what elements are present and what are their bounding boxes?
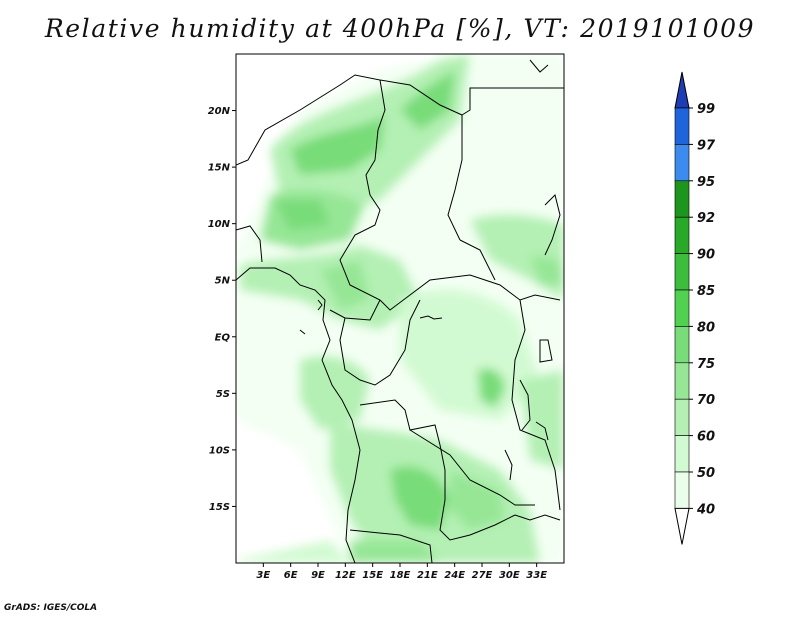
colorbar-segment: [674, 180, 690, 218]
lon-tick-label: 6E: [284, 570, 298, 581]
colorbar-label: 40: [696, 502, 715, 517]
colorbar-label: 90: [697, 248, 715, 263]
colorbar-label: 95: [697, 175, 715, 190]
colorbar-segment: [674, 362, 690, 400]
lon-tick-label: 30E: [499, 570, 520, 581]
lat-tick-label: 10N: [208, 219, 231, 230]
longitude-axis: 3E 6E 9E 12E 15E 18E 21E 24E 27E 30E 33E: [256, 563, 547, 581]
colorbar-label: 75: [697, 357, 715, 372]
colorbar-label: 60: [697, 430, 715, 445]
colorbar-label: 50: [697, 466, 715, 481]
grads-credit: GrADS: IGES/COLA: [4, 603, 98, 613]
colorbar-label: 99: [697, 102, 715, 117]
colorbar-label: 80: [697, 320, 715, 335]
lon-tick-label: 24E: [444, 570, 465, 581]
humidity-field: [236, 54, 564, 563]
colorbar-segment: [674, 398, 690, 436]
colorbar-segment: [674, 289, 690, 327]
lat-tick-label: 5S: [216, 389, 230, 400]
colorbar-segment: [674, 471, 690, 509]
lon-tick-label: 27E: [472, 570, 493, 581]
colorbar-label: 85: [697, 284, 715, 299]
colorbar-segment: [674, 435, 690, 473]
colorbar-segment: [674, 144, 690, 182]
lat-tick-label: 15S: [209, 502, 230, 513]
lat-tick-label: 10S: [209, 445, 230, 456]
colorbar-bottom-arrow: [674, 507, 690, 545]
lon-tick-label: 18E: [390, 570, 411, 581]
lon-tick-label: 3E: [256, 570, 270, 581]
lat-tick-label: 15N: [208, 163, 231, 174]
lat-tick-label: 5N: [215, 276, 231, 287]
lat-tick-label: EQ: [215, 332, 231, 343]
colorbar-segment: [674, 253, 690, 291]
lon-tick-label: 9E: [311, 570, 325, 581]
lon-tick-label: 33E: [526, 570, 547, 581]
lon-tick-label: 12E: [335, 570, 356, 581]
country-boundaries: [236, 59, 564, 563]
lat-tick-label: 20N: [208, 106, 231, 117]
map-title: Relative humidity at 400hPa [%], VT: 201…: [44, 14, 756, 43]
latitude-axis: 20N 15N 10N 5N EQ 5S 10S 15S: [208, 106, 236, 513]
colorbar-segment: [674, 326, 690, 364]
colorbar-label: 70: [697, 393, 715, 408]
lon-tick-label: 15E: [362, 570, 383, 581]
lon-tick-label: 21E: [417, 570, 438, 581]
colorbar-segment: [674, 216, 690, 254]
colorbar-segment: [674, 107, 690, 145]
colorbar-top-arrow: [674, 71, 690, 109]
colorbar: 99 97 95 92 90 85 80 75 70 60 50 40: [674, 71, 716, 545]
colorbar-label: 92: [697, 211, 715, 226]
colorbar-label: 97: [697, 138, 716, 153]
